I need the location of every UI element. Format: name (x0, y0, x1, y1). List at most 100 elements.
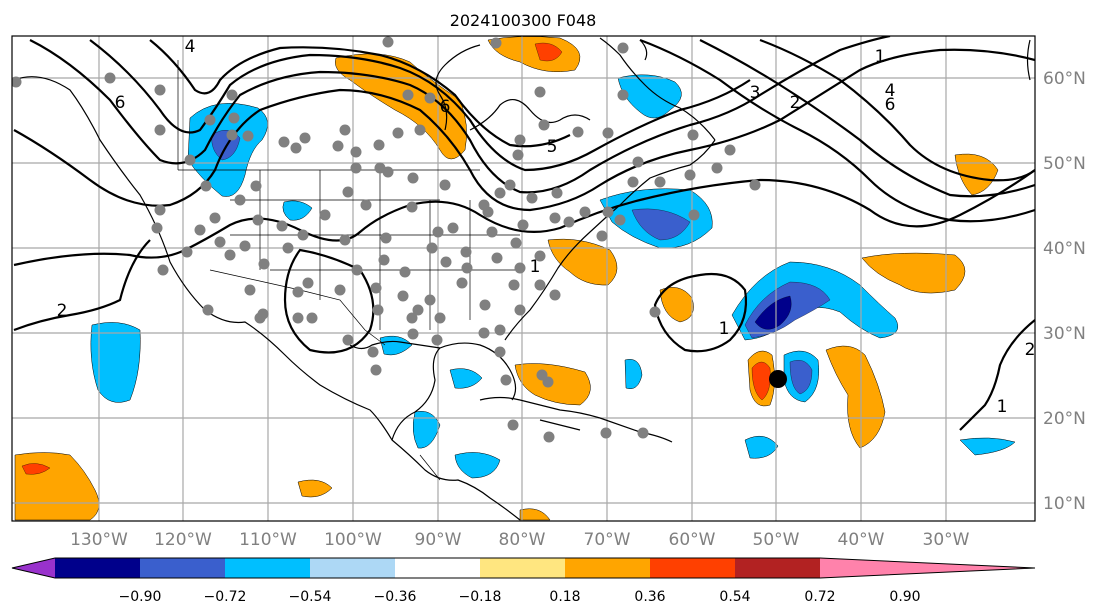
station-marker (414, 124, 426, 136)
station-marker (426, 242, 438, 254)
station-marker (334, 284, 346, 296)
station-marker (214, 236, 226, 248)
station-marker (510, 237, 522, 249)
station-marker (290, 142, 302, 154)
lon-tick-label: 30°W (923, 530, 970, 550)
station-marker (360, 199, 372, 211)
station-marker (226, 129, 238, 141)
station-marker (154, 84, 166, 96)
station-marker (549, 289, 561, 301)
station-marker (204, 114, 216, 126)
map-plot-area: 2 1 1 1 1 2 3 4 4 5 6 6 6 2 (12, 36, 1036, 521)
contour-label: 6 (885, 95, 896, 115)
station-marker (507, 419, 519, 431)
station-marker (542, 376, 554, 388)
station-marker (447, 222, 459, 234)
station-marker (104, 72, 116, 84)
map-frame (11, 35, 1036, 522)
contour-label: 1 (997, 397, 1008, 417)
station-marker (512, 149, 524, 161)
station-marker (282, 242, 294, 254)
station-marker (151, 222, 163, 234)
contour-label: 1 (530, 257, 541, 277)
lon-tick-label: 50°W (753, 530, 800, 550)
lon-tick-label: 120°W (154, 530, 212, 550)
station-marker (617, 89, 629, 101)
contour-label: 2 (790, 93, 801, 113)
station-marker (367, 346, 379, 358)
station-marker (351, 264, 363, 276)
station-marker (514, 304, 526, 316)
negative-anomaly-pacific (90, 322, 141, 403)
station-marker (154, 204, 166, 216)
station-marker (209, 212, 221, 224)
lat-tick-label: 20°N (1043, 409, 1086, 429)
station-marker (184, 154, 196, 166)
positive-anomaly-east-coast (547, 238, 618, 286)
positive-anomaly-hudson (335, 53, 467, 160)
station-marker (292, 286, 304, 298)
colorbar-tick-labels: −0.90 −0.72 −0.54 −0.36 −0.18 0.18 0.36 … (119, 589, 921, 605)
station-marker (614, 214, 626, 226)
colorbar-tick-label: −0.18 (459, 589, 502, 605)
colorbar-tick-label: −0.90 (119, 589, 162, 605)
station-marker (434, 312, 446, 324)
station-marker (319, 209, 331, 221)
station-marker (534, 86, 546, 98)
station-marker (494, 324, 506, 336)
colorbar-tick-label: −0.54 (289, 589, 332, 605)
station-marker (372, 304, 384, 316)
station-marker (397, 290, 409, 302)
station-marker (563, 216, 575, 228)
station-marker (254, 312, 266, 324)
station-marker (239, 240, 251, 252)
lat-tick-label: 60°N (1043, 69, 1086, 89)
station-marker (538, 119, 550, 131)
station-marker (602, 206, 614, 218)
colorbar-tick-label: 0.18 (549, 589, 580, 605)
station-marker (440, 256, 452, 268)
station-marker (551, 187, 563, 199)
station-markers (12, 36, 761, 443)
colorbar (11, 557, 1036, 579)
station-marker (724, 144, 736, 156)
contours (13, 36, 1035, 431)
colorbar-tick-label: 0.90 (889, 589, 920, 605)
station-marker (228, 112, 240, 124)
station-marker (12, 76, 22, 88)
station-marker (350, 146, 362, 158)
station-marker (278, 136, 290, 148)
storm-center-marker (769, 370, 787, 388)
station-marker (424, 92, 436, 104)
station-marker (494, 187, 506, 199)
contour-label: 6 (440, 97, 451, 117)
station-marker (456, 277, 468, 289)
station-marker (490, 37, 502, 49)
station-marker (226, 89, 238, 101)
station-marker (392, 127, 404, 139)
station-marker (370, 282, 382, 294)
station-marker (602, 127, 614, 139)
lon-tick-label: 130°W (70, 530, 128, 550)
station-marker (514, 134, 526, 146)
station-marker (596, 230, 608, 242)
station-marker (649, 306, 661, 318)
station-marker (534, 250, 546, 262)
contour-label: 4 (185, 37, 196, 57)
longitude-axis: 130°W 120°W 110°W 100°W 90°W 80°W 70°W 6… (70, 530, 970, 550)
station-marker (234, 194, 246, 206)
station-marker (242, 130, 254, 142)
station-marker (431, 334, 443, 346)
station-marker (478, 327, 490, 339)
station-marker (517, 219, 529, 231)
station-marker (402, 89, 414, 101)
station-marker (687, 129, 699, 141)
colorbar-tick-label: 0.72 (804, 589, 835, 605)
station-marker (342, 334, 354, 346)
contour-label: 2 (1025, 340, 1036, 360)
station-marker (157, 264, 169, 276)
colorbar-tick-label: −0.36 (374, 589, 417, 605)
station-marker (299, 132, 311, 144)
station-marker (373, 139, 385, 151)
station-marker (478, 199, 490, 211)
